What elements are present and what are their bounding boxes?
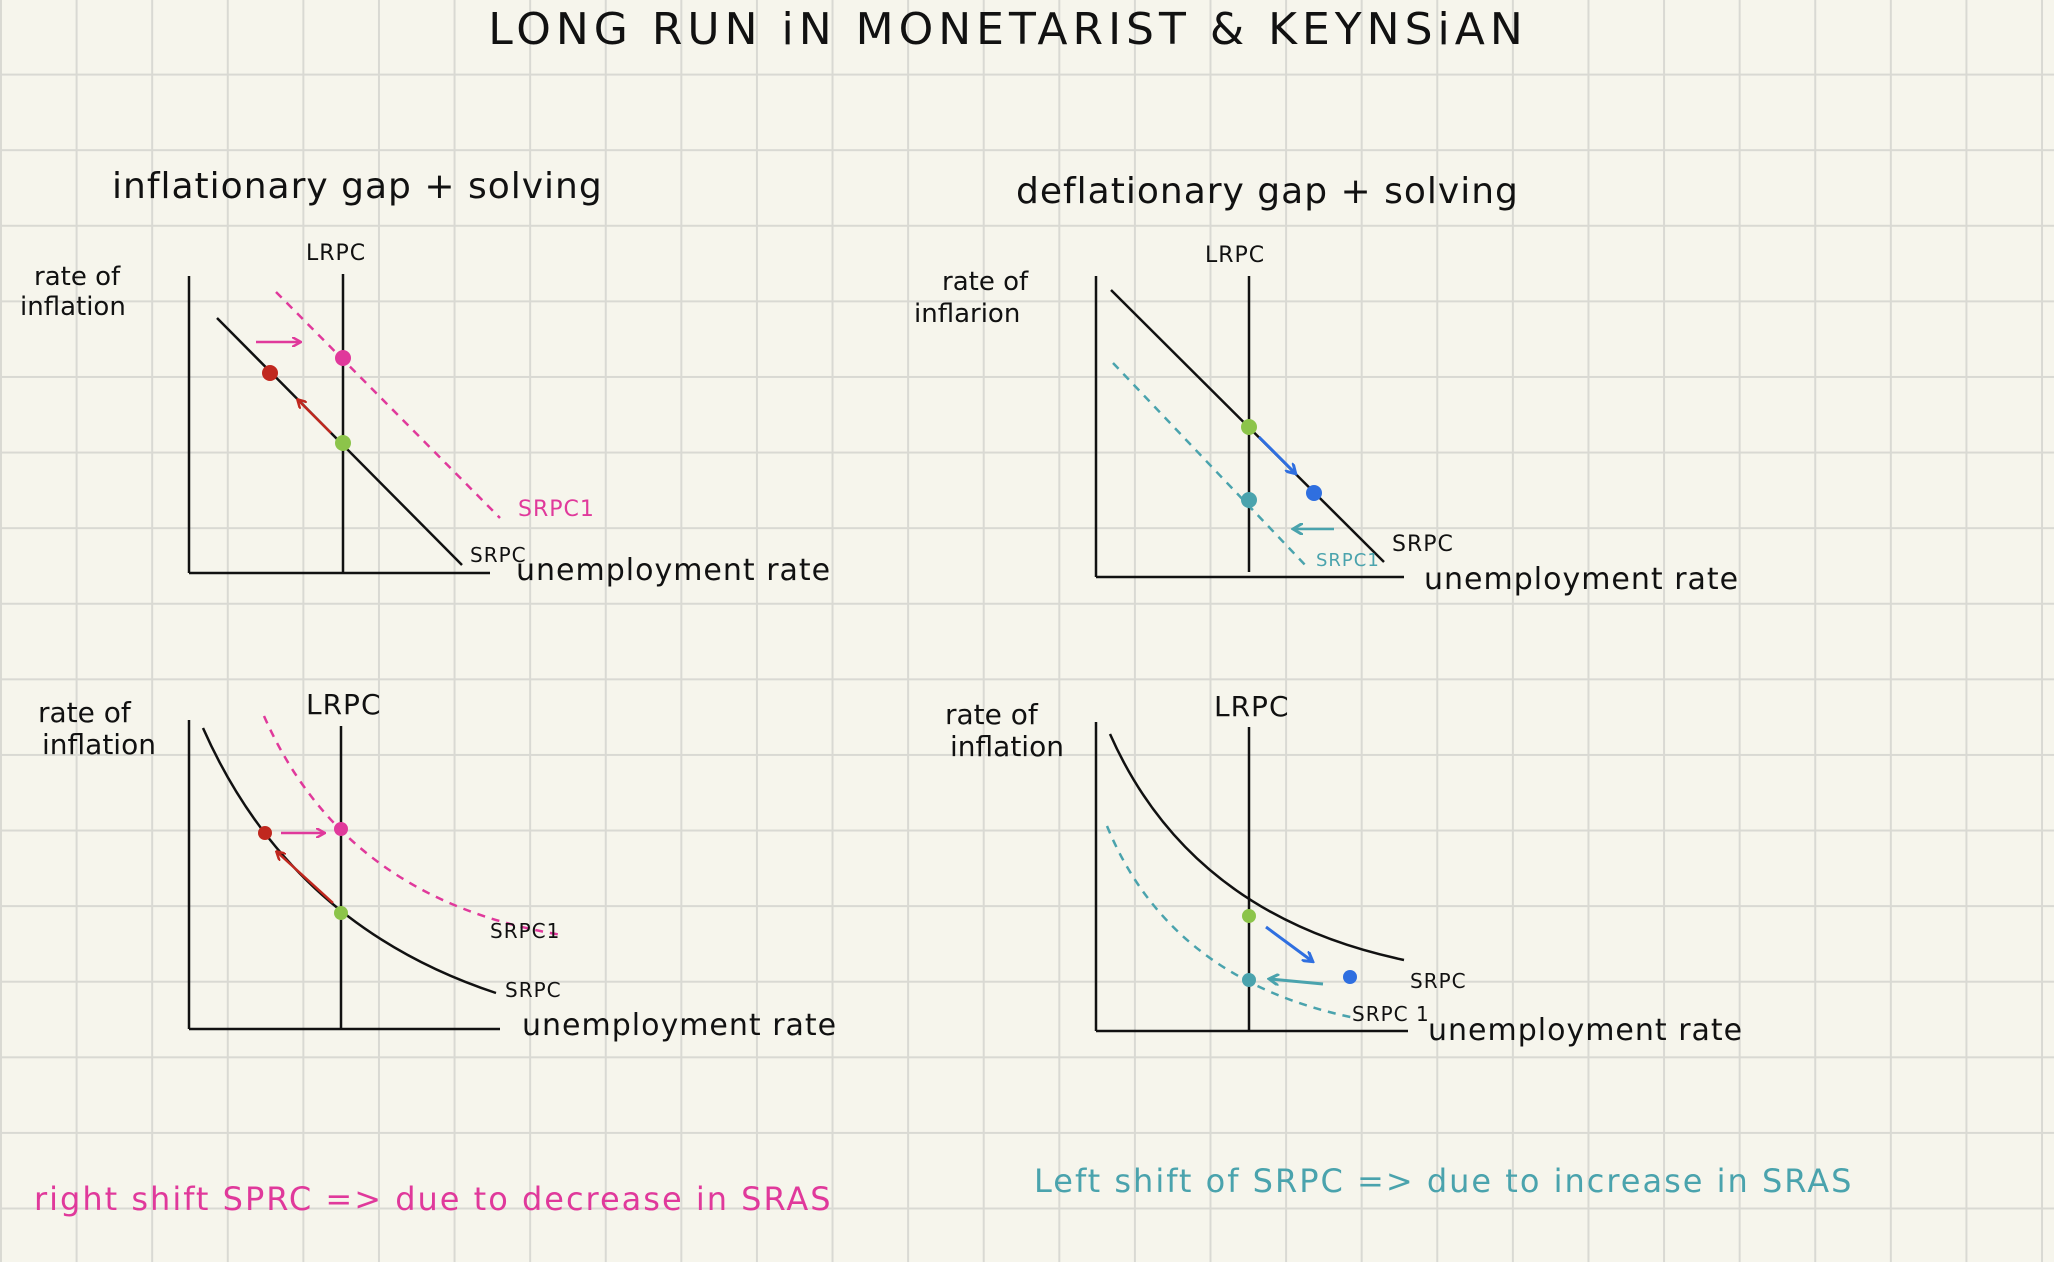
y-axis-label-line2: inflation <box>42 728 156 761</box>
y-axis-label-line2: inflation <box>20 292 126 322</box>
srpc1-line <box>275 291 501 519</box>
srpc-label: SRPC <box>1410 969 1467 993</box>
x-axis-label: unemployment rate <box>1428 1013 1743 1048</box>
page-title: LONG RUN iN MONETARIST & KEYNSiAN <box>488 4 1528 55</box>
lrpc-label: LRPC <box>306 688 382 721</box>
movement-up-arrow <box>298 400 332 434</box>
panel-deflationary-curved: rate of inflation LRPC SRPC SRPC 1 unemp… <box>945 690 1743 1048</box>
point-initial-green <box>335 435 351 451</box>
srpc1-curve <box>262 715 563 937</box>
srpc1-curve <box>1105 825 1356 1020</box>
point-initial-green <box>1241 419 1257 435</box>
panel-inflationary-linear: inflationary gap + solving rate of infla… <box>20 166 831 588</box>
point-long-run-pink <box>335 350 351 366</box>
panel-subtitle: deflationary gap + solving <box>1016 171 1519 212</box>
x-axis-label: unemployment rate <box>522 1008 837 1043</box>
srpc-label: SRPC <box>1392 532 1454 557</box>
lrpc-label: LRPC <box>1214 690 1290 723</box>
y-axis-label-line1: rate of <box>942 267 1029 297</box>
movement-up-arrow <box>277 852 334 904</box>
point-long-run-teal <box>1242 973 1256 987</box>
shift-left-arrow <box>1270 979 1324 984</box>
srpc1-label: SRPC1 <box>490 919 560 943</box>
y-axis-label-line1: rate of <box>34 262 121 292</box>
y-axis-label-line2: inflarion <box>914 299 1020 329</box>
srpc1-line <box>1112 362 1309 569</box>
movement-down-arrow <box>1257 435 1295 473</box>
y-axis-label-line1: rate of <box>38 696 132 729</box>
point-long-run-teal <box>1241 492 1257 508</box>
srpc1-label: SRPC1 <box>1316 550 1380 571</box>
x-axis-label: unemployment rate <box>1424 562 1739 597</box>
point-long-run-pink <box>334 822 348 836</box>
point-initial-green <box>1242 909 1256 923</box>
srpc-label: SRPC <box>470 543 527 567</box>
note-right-shift: right shift SPRC => due to decrease in S… <box>34 1180 833 1218</box>
movement-down-arrow <box>1265 925 1312 961</box>
srpc1-label: SRPC 1 <box>1352 1002 1430 1026</box>
point-short-run-blue <box>1343 970 1357 984</box>
panel-inflationary-curved: rate of inflation LRPC SRPC1 SRPC unempl… <box>38 688 837 1043</box>
lrpc-label: LRPC <box>1205 243 1265 268</box>
point-initial-green <box>334 906 348 920</box>
srpc1-label: SRPC1 <box>518 497 595 522</box>
x-axis-label: unemployment rate <box>516 553 831 588</box>
y-axis-label-line2: inflation <box>950 730 1064 763</box>
srpc-label: SRPC <box>505 978 562 1002</box>
note-left-shift: Left shift of SRPC => due to increase in… <box>1034 1162 1853 1200</box>
y-axis-label-line1: rate of <box>945 698 1039 731</box>
srpc-curve <box>201 727 497 995</box>
point-short-run-red <box>262 365 278 381</box>
point-short-run-red <box>258 826 272 840</box>
point-short-run-blue <box>1306 485 1322 501</box>
srpc-curve <box>1108 733 1405 962</box>
panel-subtitle: inflationary gap + solving <box>112 166 603 207</box>
panel-deflationary-linear: deflationary gap + solving rate of infla… <box>914 171 1739 597</box>
lrpc-label: LRPC <box>306 241 366 266</box>
